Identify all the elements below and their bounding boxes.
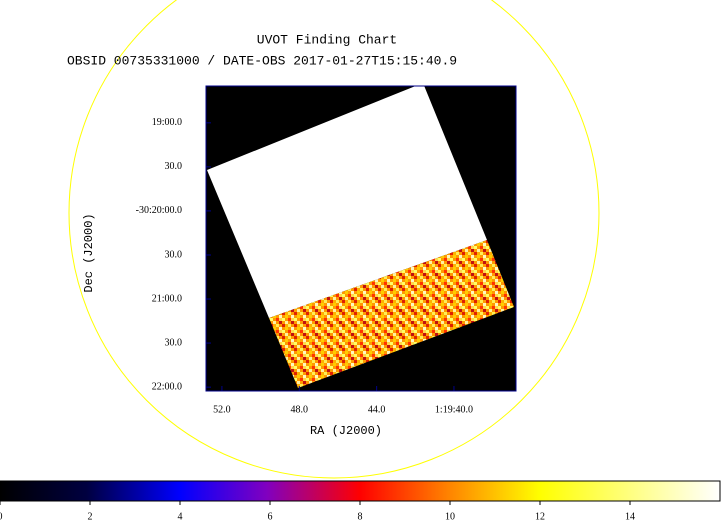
x-tick-label: 1:19:40.0	[435, 404, 473, 415]
colorbar-tick-label: 4	[178, 511, 183, 521]
colorbar-tick-label: 8	[358, 511, 363, 521]
colorbar	[0, 480, 721, 502]
sky-region	[269, 240, 514, 388]
y-tick-label: -30:20:00.0	[136, 205, 182, 216]
field-of-view	[68, 0, 600, 479]
chart-title: UVOT Finding Chart	[257, 32, 397, 47]
x-tick-label: 44.0	[368, 404, 386, 415]
exposure-region	[207, 86, 487, 318]
x-tick-label: 52.0	[213, 404, 231, 415]
colorbar-tick-label: 12	[535, 511, 545, 521]
y-tick-label: 30.0	[165, 337, 183, 348]
colorbar-tick-label: 6	[268, 511, 273, 521]
colorbar-tick-label: 0	[0, 511, 3, 521]
y-tick-label: 30.0	[165, 161, 183, 172]
y-tick-label: 19:00.0	[152, 117, 182, 128]
image-border	[205, 85, 517, 392]
colorbar-tick-label: 2	[88, 511, 93, 521]
image	[207, 86, 514, 388]
chart-subtitle: OBSID 00735331000 / DATE-OBS 2017-01-27T…	[67, 53, 457, 68]
x-tick-label: 48.0	[291, 404, 309, 415]
y-tick-label: 21:00.0	[152, 293, 182, 304]
y-axis-label: Dec (J2000)	[82, 213, 96, 292]
colorbar-tick-label: 14	[625, 511, 635, 521]
x-axis-label: RA (J2000)	[310, 424, 382, 438]
colorbar-tick-label: 10	[445, 511, 455, 521]
y-tick-label: 30.0	[165, 249, 183, 260]
y-tick-label: 22:00.0	[152, 381, 182, 392]
